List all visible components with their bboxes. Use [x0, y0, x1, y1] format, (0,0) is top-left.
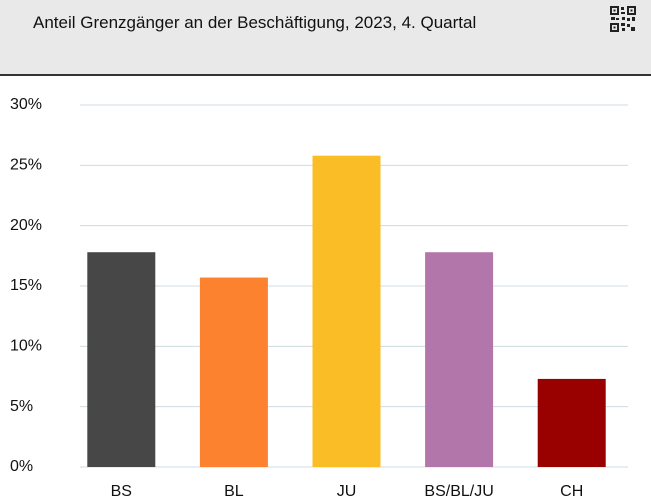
header: Anteil Grenzgänger an der Beschäftigung,…: [0, 0, 651, 76]
bar: [312, 155, 381, 467]
y-tick-label: 0%: [10, 458, 33, 475]
x-tick-label: JU: [337, 483, 357, 500]
y-tick-label: 25%: [10, 157, 42, 174]
bar: [425, 252, 494, 467]
x-tick-label: BS: [111, 483, 132, 500]
bar: [199, 277, 268, 467]
x-tick-label: CH: [560, 483, 583, 500]
y-tick-label: 20%: [10, 217, 42, 234]
qr-icon: [610, 6, 636, 32]
y-tick-label: 15%: [10, 277, 42, 294]
x-tick-label: BL: [224, 483, 244, 500]
y-tick-label: 30%: [10, 96, 42, 113]
bar: [87, 252, 156, 467]
y-tick-label: 5%: [10, 398, 33, 415]
x-tick-label: BS/BL/JU: [424, 483, 493, 500]
bar: [537, 378, 606, 467]
chart-title: Anteil Grenzgänger an der Beschäftigung,…: [33, 13, 477, 32]
y-tick-label: 10%: [10, 338, 42, 355]
